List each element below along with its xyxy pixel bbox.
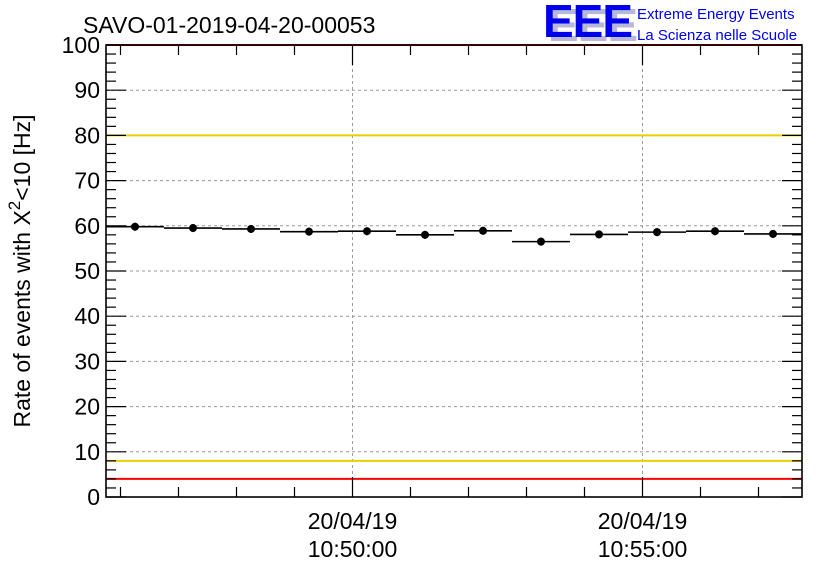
y-tick-label: 20	[74, 394, 100, 420]
data-point	[537, 237, 545, 246]
y-tick-label: 40	[74, 303, 100, 329]
data-point	[479, 226, 487, 235]
logo-line-2: La Scienza nelle Scuole	[637, 27, 797, 44]
x-tick-label-date: 20/04/19	[308, 508, 398, 534]
chart-title: SAVO-01-2019-04-20-00053	[83, 12, 375, 38]
y-axis-label: Rate of events with X2<10 [Hz]	[5, 114, 35, 427]
eee-logo-letters-shadow: EEE	[548, 0, 637, 51]
data-point	[131, 222, 139, 231]
axis-ticks	[106, 44, 802, 498]
y-tick-label: 70	[74, 168, 100, 194]
data-point	[595, 230, 603, 239]
data-point	[189, 224, 197, 233]
y-axis-label-main: Rate of events with X	[9, 210, 35, 427]
x-tick-label-time: 10:55:00	[598, 536, 688, 562]
reference-lines	[106, 44, 802, 480]
grid-layer	[106, 45, 802, 497]
data-point	[769, 229, 777, 238]
y-tick-label: 30	[74, 348, 100, 374]
data-point	[247, 224, 255, 233]
y-tick-labels: 0 10 20 30 40 50 60 70 80 90 100	[62, 32, 100, 510]
data-point	[305, 227, 313, 236]
y-tick-label: 100	[62, 32, 100, 58]
y-tick-label: 50	[74, 258, 100, 284]
x-tick-label-time: 10:50:00	[308, 536, 398, 562]
data-point	[653, 228, 661, 237]
eee-logo: EEE EEE Extreme Energy Events La Scienza…	[543, 0, 797, 51]
y-axis-label-superscript: 2	[5, 201, 24, 210]
y-tick-label: 90	[74, 77, 100, 103]
data-point	[711, 227, 719, 236]
y-tick-label: 10	[74, 439, 100, 465]
data-point	[421, 230, 429, 239]
x-tick-label-date: 20/04/19	[598, 508, 688, 534]
data-point	[363, 227, 371, 236]
y-axis-label-suffix: <10 [Hz]	[9, 114, 35, 200]
data-series	[106, 222, 802, 246]
eee-logo-letters: EEE	[543, 0, 632, 47]
y-tick-label: 0	[87, 484, 100, 510]
y-tick-label: 60	[74, 213, 100, 239]
logo-line-1: Extreme Energy Events	[637, 6, 795, 23]
y-tick-label: 80	[74, 122, 100, 148]
